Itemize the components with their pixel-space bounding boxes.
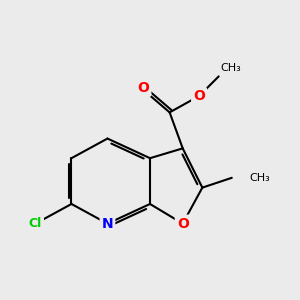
Text: CH₃: CH₃ bbox=[220, 63, 241, 73]
Text: N: N bbox=[102, 217, 113, 231]
Text: O: O bbox=[137, 81, 149, 95]
Text: Cl: Cl bbox=[29, 217, 42, 230]
Text: CH₃: CH₃ bbox=[250, 173, 271, 183]
Text: O: O bbox=[177, 217, 189, 231]
Text: O: O bbox=[193, 89, 205, 103]
